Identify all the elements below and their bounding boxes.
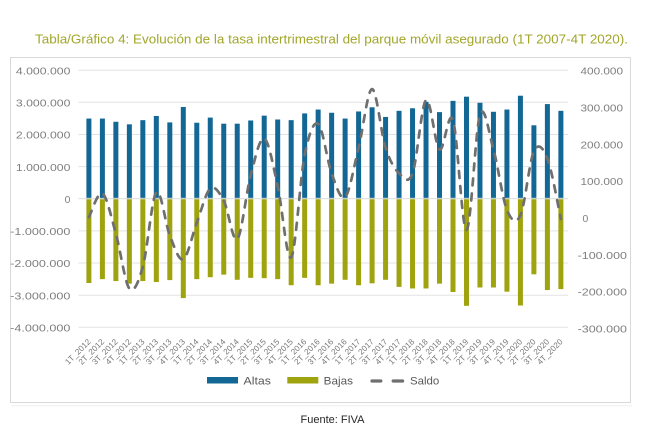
svg-text:-200.000: -200.000 bbox=[578, 288, 628, 299]
svg-text:100.000: 100.000 bbox=[581, 177, 624, 188]
svg-text:400.000: 400.000 bbox=[581, 67, 624, 78]
svg-text:Saldo: Saldo bbox=[410, 376, 439, 388]
svg-text:-4.000.000: -4.000.000 bbox=[10, 324, 70, 335]
svg-text:Bajas: Bajas bbox=[324, 376, 354, 388]
svg-text:-2.000.000: -2.000.000 bbox=[10, 259, 70, 270]
svg-text:4.000.000: 4.000.000 bbox=[16, 66, 71, 77]
svg-text:0: 0 bbox=[65, 195, 71, 206]
svg-text:200.000: 200.000 bbox=[581, 140, 624, 151]
svg-text:Tabla/Gráfico 4: Evolución de: Tabla/Gráfico 4: Evolución de la tasa in… bbox=[35, 31, 628, 46]
svg-text:Altas: Altas bbox=[244, 376, 272, 388]
svg-text:-3.000.000: -3.000.000 bbox=[10, 291, 70, 302]
svg-text:-1.000.000: -1.000.000 bbox=[10, 227, 70, 238]
svg-text:1.000.000: 1.000.000 bbox=[16, 163, 71, 174]
svg-text:-300.000: -300.000 bbox=[578, 325, 628, 336]
svg-text:2.000.000: 2.000.000 bbox=[16, 131, 71, 142]
svg-text:Fuente: FIVA: Fuente: FIVA bbox=[301, 414, 366, 426]
svg-text:0: 0 bbox=[583, 214, 589, 225]
svg-text:-100.000: -100.000 bbox=[578, 251, 628, 262]
svg-text:3.000.000: 3.000.000 bbox=[16, 99, 71, 110]
svg-text:300.000: 300.000 bbox=[581, 104, 624, 115]
